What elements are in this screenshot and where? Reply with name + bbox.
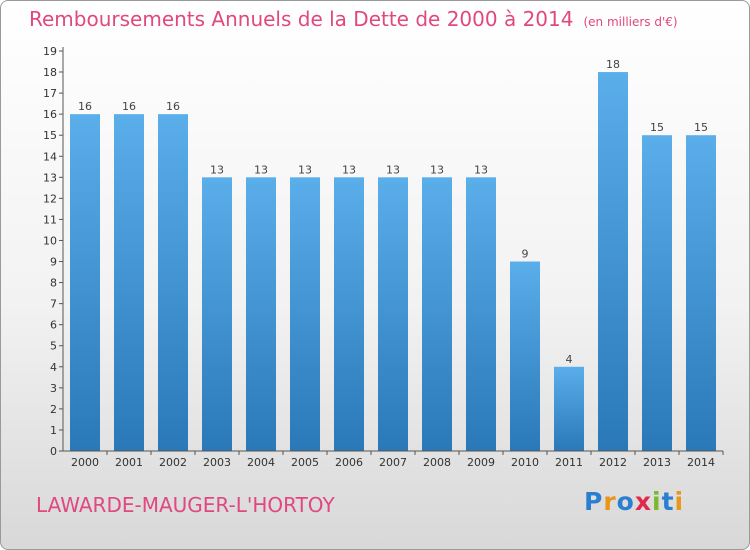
data-label-2006: 13 — [342, 163, 356, 176]
logo-letter: i — [674, 487, 685, 516]
data-label-2004: 13 — [254, 163, 268, 176]
bar-2008 — [422, 177, 452, 451]
bar-2001 — [114, 114, 144, 451]
y-tick-label-1: 1 — [50, 424, 57, 437]
y-tick-label-14: 14 — [43, 150, 57, 163]
x-tick-label-2003: 2003 — [203, 456, 231, 469]
logo-letter: i — [652, 487, 662, 516]
x-tick-label-2000: 2000 — [71, 456, 99, 469]
bar-2000 — [70, 114, 100, 451]
y-tick-label-2: 2 — [50, 403, 57, 416]
data-label-2000: 16 — [78, 100, 92, 113]
y-tick-label-9: 9 — [50, 256, 57, 269]
y-tick-label-15: 15 — [43, 129, 57, 142]
y-tick-label-12: 12 — [43, 192, 57, 205]
data-label-2011: 4 — [566, 353, 573, 366]
x-tick-label-2007: 2007 — [379, 456, 407, 469]
bar-2006 — [334, 177, 364, 451]
y-tick-label-4: 4 — [50, 361, 57, 374]
x-tick-label-2011: 2011 — [555, 456, 583, 469]
chart-unit: (en milliers d'€) — [583, 15, 678, 29]
logo-letter: t — [661, 487, 675, 516]
y-tick-label-6: 6 — [50, 319, 57, 332]
bar-2009 — [466, 177, 496, 451]
y-tick-label-8: 8 — [50, 277, 57, 290]
logo-letter: r — [603, 487, 617, 516]
x-tick-label-2012: 2012 — [599, 456, 627, 469]
y-tick-label-16: 16 — [43, 108, 57, 121]
data-label-2001: 16 — [122, 100, 136, 113]
bar-2013 — [642, 135, 672, 452]
y-tick-label-18: 18 — [43, 66, 57, 79]
x-tick-label-2006: 2006 — [335, 456, 363, 469]
y-tick-label-3: 3 — [50, 382, 57, 395]
data-label-2005: 13 — [298, 163, 312, 176]
data-label-2013: 15 — [650, 121, 664, 134]
bar-2003 — [202, 177, 232, 451]
x-tick-label-2005: 2005 — [291, 456, 319, 469]
logo-letter: o — [616, 487, 635, 516]
data-label-2007: 13 — [386, 163, 400, 176]
data-label-2012: 18 — [606, 58, 620, 71]
y-tick-label-7: 7 — [50, 298, 57, 311]
logo-letter: P — [584, 487, 604, 516]
x-tick-label-2010: 2010 — [511, 456, 539, 469]
x-tick-label-2009: 2009 — [467, 456, 495, 469]
bar-2012 — [598, 72, 628, 451]
bar-2002 — [158, 114, 188, 451]
data-label-2014: 15 — [694, 121, 708, 134]
data-label-2002: 16 — [166, 100, 180, 113]
x-tick-label-2014: 2014 — [687, 456, 715, 469]
bar-2007 — [378, 177, 408, 451]
data-label-2010: 9 — [522, 248, 529, 261]
data-label-2009: 13 — [474, 163, 488, 176]
chart-title: Remboursements Annuels de la Dette de 20… — [29, 7, 678, 31]
proxiti-logo: Proxiti — [584, 487, 684, 516]
bar-2014 — [686, 135, 716, 452]
y-tick-label-11: 11 — [43, 213, 57, 226]
y-tick-label-0: 0 — [50, 445, 57, 458]
data-label-2008: 13 — [430, 163, 444, 176]
y-tick-label-10: 10 — [43, 234, 57, 247]
x-tick-label-2002: 2002 — [159, 456, 187, 469]
bar-2010 — [510, 261, 540, 451]
x-tick-label-2001: 2001 — [115, 456, 143, 469]
commune-name: LAWARDE-MAUGER-L'HORTOY — [36, 493, 335, 517]
y-tick-label-19: 19 — [43, 45, 57, 58]
x-tick-label-2008: 2008 — [423, 456, 451, 469]
x-tick-label-2013: 2013 — [643, 456, 671, 469]
y-tick-label-5: 5 — [50, 340, 57, 353]
chart-title-text: Remboursements Annuels de la Dette de 20… — [29, 7, 574, 31]
y-tick-label-13: 13 — [43, 171, 57, 184]
bar-2011 — [554, 366, 584, 451]
bar-2005 — [290, 177, 320, 451]
data-label-2003: 13 — [210, 163, 224, 176]
x-tick-label-2004: 2004 — [247, 456, 275, 469]
bar-2004 — [246, 177, 276, 451]
y-tick-label-17: 17 — [43, 87, 57, 100]
logo-letter: x — [634, 487, 652, 516]
